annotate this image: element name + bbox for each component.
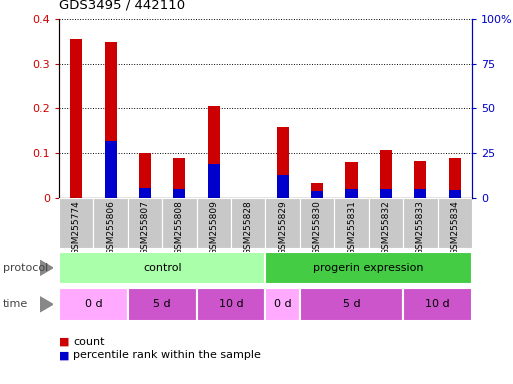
Text: GSM255833: GSM255833 bbox=[416, 200, 425, 255]
Text: GSM255832: GSM255832 bbox=[382, 200, 390, 255]
Bar bbox=[139, 188, 151, 198]
Bar bbox=[300, 288, 403, 321]
Bar bbox=[380, 150, 392, 198]
Text: GSM255829: GSM255829 bbox=[278, 200, 287, 255]
Text: progerin expression: progerin expression bbox=[313, 263, 424, 273]
Bar bbox=[277, 127, 289, 198]
Bar bbox=[345, 189, 358, 198]
Bar bbox=[403, 288, 472, 321]
Bar bbox=[415, 189, 426, 198]
Bar bbox=[380, 189, 392, 198]
Text: GSM255828: GSM255828 bbox=[244, 200, 253, 255]
Bar bbox=[208, 164, 220, 198]
Text: 0 d: 0 d bbox=[85, 299, 102, 310]
Bar bbox=[105, 141, 116, 198]
Bar bbox=[300, 198, 334, 248]
Bar bbox=[345, 162, 358, 198]
Bar bbox=[59, 288, 128, 321]
Bar bbox=[403, 198, 438, 248]
Bar bbox=[334, 198, 369, 248]
Text: GSM255831: GSM255831 bbox=[347, 200, 356, 255]
Text: control: control bbox=[143, 263, 182, 273]
Text: 5 d: 5 d bbox=[153, 299, 171, 310]
Text: GSM255830: GSM255830 bbox=[312, 200, 322, 255]
Text: count: count bbox=[73, 337, 105, 347]
Bar bbox=[265, 198, 300, 248]
Text: 0 d: 0 d bbox=[274, 299, 291, 310]
Bar bbox=[208, 106, 220, 198]
Text: GSM255809: GSM255809 bbox=[209, 200, 219, 255]
Text: GSM255806: GSM255806 bbox=[106, 200, 115, 255]
Bar bbox=[231, 198, 266, 248]
Bar bbox=[438, 198, 472, 248]
Bar bbox=[105, 42, 116, 198]
Bar bbox=[415, 161, 426, 198]
Bar bbox=[449, 157, 461, 198]
Text: GSM255808: GSM255808 bbox=[175, 200, 184, 255]
Bar bbox=[128, 198, 162, 248]
Bar bbox=[128, 288, 196, 321]
Bar bbox=[196, 198, 231, 248]
Bar bbox=[173, 189, 186, 198]
Text: GSM255834: GSM255834 bbox=[450, 200, 459, 255]
Bar bbox=[70, 39, 82, 198]
Text: protocol: protocol bbox=[3, 263, 48, 273]
Text: GSM255807: GSM255807 bbox=[141, 200, 149, 255]
Bar bbox=[277, 175, 289, 198]
Text: time: time bbox=[3, 299, 28, 310]
Text: ■: ■ bbox=[59, 337, 69, 347]
Bar bbox=[311, 183, 323, 198]
Bar bbox=[196, 288, 266, 321]
Text: GDS3495 / 442110: GDS3495 / 442110 bbox=[59, 0, 185, 12]
Text: 10 d: 10 d bbox=[219, 299, 243, 310]
Text: 10 d: 10 d bbox=[425, 299, 450, 310]
Polygon shape bbox=[40, 297, 53, 312]
Bar bbox=[139, 153, 151, 198]
Bar bbox=[266, 288, 300, 321]
Bar bbox=[173, 157, 186, 198]
Bar bbox=[449, 190, 461, 198]
Bar bbox=[266, 252, 472, 284]
Polygon shape bbox=[40, 260, 53, 275]
Bar bbox=[162, 198, 196, 248]
Bar bbox=[59, 198, 93, 248]
Bar bbox=[59, 252, 266, 284]
Bar bbox=[311, 191, 323, 198]
Bar bbox=[369, 198, 403, 248]
Bar bbox=[93, 198, 128, 248]
Text: GSM255774: GSM255774 bbox=[72, 200, 81, 255]
Text: ■: ■ bbox=[59, 350, 69, 360]
Text: percentile rank within the sample: percentile rank within the sample bbox=[73, 350, 261, 360]
Text: 5 d: 5 d bbox=[343, 299, 360, 310]
